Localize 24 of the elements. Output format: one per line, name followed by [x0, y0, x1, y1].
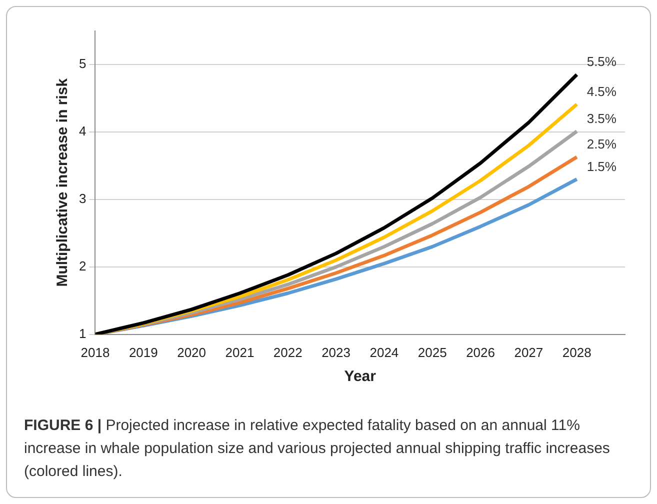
x-tick-label: 2018 — [80, 344, 110, 360]
series-label: 3.5% — [586, 110, 617, 126]
x-tick-label: 2027 — [514, 344, 544, 360]
series-label: 2.5% — [586, 136, 617, 152]
x-tick-label: 2025 — [418, 344, 447, 360]
x-tick-label: 2023 — [322, 344, 350, 360]
y-axis-title: Multiplicative increase in risk — [54, 78, 72, 287]
x-axis-title: Year — [344, 368, 376, 386]
series-label: 1.5% — [586, 158, 617, 174]
y-tick-label: 4 — [78, 124, 86, 139]
x-tick-label: 2021 — [225, 344, 254, 360]
x-tick-label: 2028 — [562, 344, 592, 360]
series-label: 5.5% — [586, 54, 617, 70]
x-tick-label: 2022 — [273, 344, 302, 360]
x-tick-label: 2019 — [128, 344, 158, 360]
x-tick-label: 2020 — [177, 344, 206, 360]
x-tick-label: 2026 — [466, 344, 495, 360]
caption: FIGURE 6 | Projected increase in relative expected fatality based on an annual 11% increase in whale population size and various projected annual shipping traffic increases (colored lines). — [24, 416, 611, 482]
x-tick-label: 2024 — [370, 344, 399, 360]
y-tick-label: 1 — [78, 326, 86, 341]
y-tick-label: 5 — [78, 56, 86, 72]
y-tick-label: 3 — [78, 191, 86, 206]
y-tick-label: 2 — [78, 258, 86, 274]
series-label: 4.5% — [586, 84, 617, 99]
